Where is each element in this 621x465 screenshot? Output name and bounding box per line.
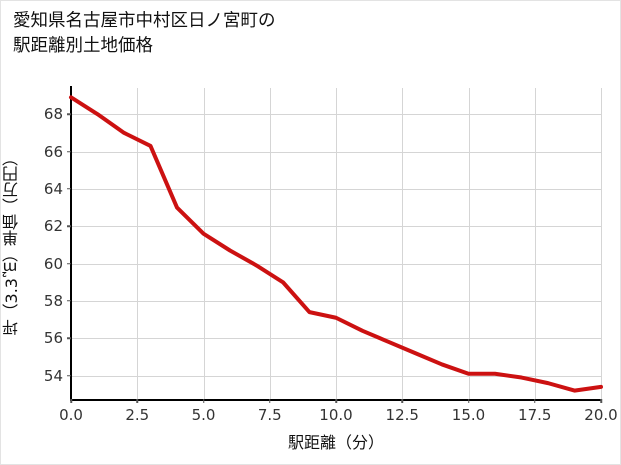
- y-tick-mark: [67, 188, 71, 190]
- y-tick-label: 54: [43, 366, 63, 385]
- y-tick-label: 58: [43, 291, 63, 310]
- y-tick-label: 64: [43, 179, 63, 198]
- series-polyline: [69, 95, 603, 393]
- x-tick-label: 17.5: [518, 406, 552, 424]
- gridline-vertical: [336, 88, 337, 399]
- gridline-vertical: [137, 88, 139, 399]
- y-tick-mark: [67, 337, 71, 340]
- x-tick-mark: [534, 399, 536, 403]
- x-tick-label: 5.0: [191, 406, 216, 424]
- y-tick-mark: [67, 300, 71, 302]
- x-tick-mark: [335, 399, 337, 403]
- x-tick-mark: [202, 399, 205, 403]
- gridline-vertical: [468, 88, 470, 399]
- x-tick-label: 20.0: [584, 406, 618, 424]
- gridline-vertical: [402, 88, 404, 399]
- plot-area: 54 56 58 60 62 64 66 68 0.0 2.5 5.0 7.5 10.0 12.5 15.…: [44, 86, 618, 452]
- y-tick-label: 68: [43, 105, 63, 124]
- x-tick-mark: [269, 399, 271, 403]
- gridline-vertical: [601, 88, 602, 399]
- x-tick-mark: [136, 399, 138, 403]
- y-tick-mark: [67, 374, 71, 377]
- x-tick-mark: [70, 399, 72, 403]
- y-axis-label-text: 坪（3.3㎡）単価（万円）: [2, 150, 21, 336]
- x-tick-label: 7.5: [257, 406, 282, 424]
- gridline-vertical: [534, 88, 536, 399]
- y-tick-label: 66: [43, 142, 63, 161]
- series-line-chart: [69, 95, 603, 393]
- x-tick-label: 2.5: [125, 406, 150, 424]
- y-tick-label: 56: [43, 329, 63, 348]
- y-tick-label: 60: [43, 254, 63, 273]
- x-tick-label: 12.5: [385, 406, 419, 424]
- x-tick-mark: [600, 399, 602, 403]
- gridline-vertical: [269, 88, 271, 399]
- x-tick-label: 0.0: [59, 406, 83, 424]
- x-tick-label: 15.0: [451, 406, 486, 424]
- x-tick-mark: [401, 399, 403, 403]
- y-tick-mark: [67, 225, 71, 227]
- y-tick-mark: [67, 150, 71, 153]
- y-axis-label: 坪（3.3㎡）単価（万円）: [1, 83, 23, 403]
- x-tick-label: 10.0: [319, 406, 353, 424]
- y-tick-label: 62: [43, 217, 63, 236]
- y-tick-mark: [67, 113, 71, 115]
- x-tick-mark: [467, 399, 470, 403]
- y-tick-mark: [67, 262, 71, 265]
- page-title: 愛知県名古屋市中村区日ノ宮町の 駅距離別土地価格: [13, 11, 276, 56]
- y-axis-line: [70, 86, 72, 399]
- x-axis-label: 駅距離（分）: [287, 433, 384, 452]
- gridline-vertical: [203, 88, 205, 399]
